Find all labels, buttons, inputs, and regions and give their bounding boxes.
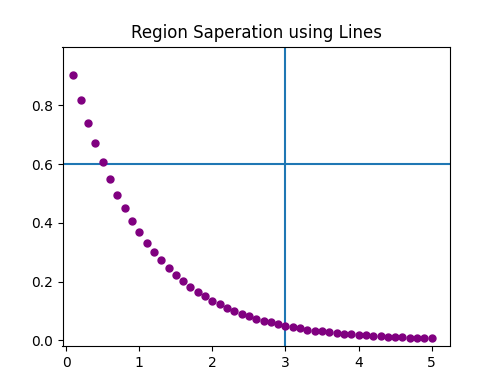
Point [150, 249, 158, 255]
Point [230, 308, 238, 314]
Point [128, 218, 136, 224]
Point [136, 229, 143, 235]
Point [413, 335, 421, 341]
Point [92, 140, 100, 147]
Point [384, 334, 392, 340]
Point [208, 298, 216, 304]
Point [340, 331, 348, 337]
Point [398, 334, 406, 340]
Point [406, 335, 414, 341]
Point [362, 332, 370, 338]
Point [310, 328, 318, 334]
Point [223, 305, 231, 311]
Point [98, 159, 106, 165]
Point [245, 313, 253, 319]
Point [289, 324, 297, 330]
Point [216, 301, 224, 307]
Point [238, 310, 246, 317]
Point [318, 328, 326, 335]
Point [420, 335, 428, 341]
Point [252, 315, 260, 322]
Point [114, 191, 122, 198]
Point [172, 272, 180, 278]
Point [332, 330, 340, 336]
Point [201, 293, 209, 300]
Point [304, 326, 312, 333]
Point [267, 319, 275, 326]
Point [376, 333, 384, 340]
Point [84, 120, 92, 126]
Point [282, 322, 290, 329]
Point [391, 334, 399, 340]
Point [326, 329, 334, 335]
Point [70, 72, 78, 78]
Point [186, 284, 194, 290]
Point [106, 176, 114, 182]
Point [179, 278, 187, 284]
Point [274, 321, 282, 327]
Point [354, 332, 362, 338]
Point [120, 205, 128, 212]
Point [296, 325, 304, 331]
Point [369, 333, 377, 339]
Point [260, 317, 268, 324]
Point [348, 331, 356, 338]
Point [194, 289, 202, 295]
Point [142, 240, 150, 246]
Title: Region Saperation using Lines: Region Saperation using Lines [131, 25, 382, 42]
Point [428, 335, 436, 342]
Point [157, 257, 165, 263]
Point [164, 265, 172, 271]
Point [77, 97, 85, 103]
